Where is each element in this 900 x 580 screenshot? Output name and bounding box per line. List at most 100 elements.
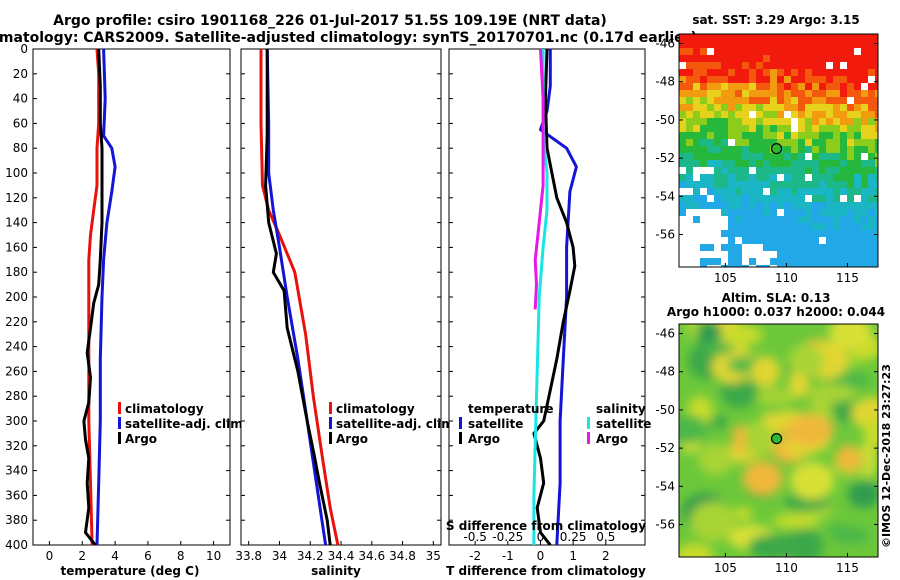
- sst-cell: [679, 132, 686, 139]
- sst-cell: [840, 139, 847, 146]
- sst-cell: [868, 160, 875, 167]
- sst-cell: [763, 69, 770, 76]
- sst-cell: [686, 258, 693, 265]
- sst-cell: [791, 181, 798, 188]
- sst-cell: [777, 34, 784, 41]
- sst-cell: [714, 104, 721, 111]
- sst-cell: [756, 125, 763, 132]
- sst-cell: [840, 237, 847, 244]
- sst-cell: [749, 167, 756, 174]
- sst-cell: [798, 209, 805, 216]
- depth-tick-label: 400: [5, 538, 28, 552]
- sst-cell: [707, 174, 714, 181]
- lon-tick-label: 110: [775, 271, 798, 285]
- sst-cell: [714, 230, 721, 237]
- sst-cell: [805, 139, 812, 146]
- sst-cell: [854, 167, 861, 174]
- sst-cell: [840, 104, 847, 111]
- x-tick-label: 35: [426, 549, 441, 563]
- sst-cell: [791, 202, 798, 209]
- sst-cell: [707, 188, 714, 195]
- sst-cell: [819, 209, 826, 216]
- sst-cell: [700, 104, 707, 111]
- sst-cell: [756, 174, 763, 181]
- sst-cell: [798, 55, 805, 62]
- sst-cell: [854, 202, 861, 209]
- sst-cell: [812, 55, 819, 62]
- sla-field: [679, 324, 878, 557]
- sst-cell: [742, 125, 749, 132]
- sst-cell: [770, 76, 777, 83]
- sst-cell: [819, 111, 826, 118]
- sst-cell: [868, 146, 875, 153]
- sst-cell: [770, 202, 777, 209]
- x-tick-label: -1: [502, 549, 514, 563]
- sst-cell: [693, 34, 700, 41]
- sst-cell: [826, 160, 833, 167]
- sst-cell: [826, 251, 833, 258]
- sst-cell: [826, 167, 833, 174]
- sst-cell: [749, 97, 756, 104]
- sst-cell: [861, 258, 868, 265]
- sst-cell: [875, 62, 878, 69]
- sst-cell: [714, 34, 721, 41]
- sst-cell: [812, 90, 819, 97]
- sst-cell: [756, 181, 763, 188]
- sst-cell: [735, 34, 742, 41]
- legend-climatology: climatology: [125, 402, 204, 416]
- x-tick-label: 34.8: [389, 549, 416, 563]
- sst-cell: [693, 251, 700, 258]
- sst-cell: [847, 125, 854, 132]
- sst-cell: [749, 90, 756, 97]
- sst-cell: [700, 97, 707, 104]
- x-tick-label: 1: [569, 549, 577, 563]
- sst-cell: [819, 34, 826, 41]
- sst-cell: [714, 237, 721, 244]
- sst-cell: [707, 265, 714, 267]
- sst-cell: [700, 125, 707, 132]
- depth-tick-label: 140: [5, 216, 28, 230]
- sst-cell: [707, 223, 714, 230]
- sst-cell: [728, 265, 735, 267]
- sst-cell: [861, 244, 868, 251]
- sst-cell: [798, 48, 805, 55]
- sst-cell: [868, 181, 875, 188]
- sst-cell: [854, 181, 861, 188]
- sst-cell: [686, 97, 693, 104]
- sst-cell: [840, 258, 847, 265]
- sst-cell: [861, 181, 868, 188]
- sst-cell: [693, 118, 700, 125]
- difference-legend-temperature: temperature satellite Argo: [459, 402, 553, 446]
- sst-cell: [770, 41, 777, 48]
- sst-cell: [819, 104, 826, 111]
- sst-cell: [700, 202, 707, 209]
- sst-cell: [847, 90, 854, 97]
- sst-cell: [679, 209, 686, 216]
- sst-cell: [693, 202, 700, 209]
- depth-tick-label: 280: [5, 389, 28, 403]
- sst-cell: [840, 265, 847, 267]
- sst-cell: [707, 48, 714, 55]
- sst-cell: [714, 181, 721, 188]
- sst-cell: [826, 174, 833, 181]
- sst-cell: [714, 62, 721, 69]
- depth-axis: 0 20 40 60 80 100 120 140 160 180 200 220 240 260 280 3…: [5, 42, 28, 552]
- series-line-climatology: [87, 49, 101, 545]
- sst-cell: [854, 104, 861, 111]
- sst-cell: [735, 258, 742, 265]
- sst-cell: [812, 153, 819, 160]
- sst-cell: [756, 223, 763, 230]
- sst-cell: [763, 174, 770, 181]
- sst-cell: [833, 209, 840, 216]
- sst-cell: [875, 132, 878, 139]
- sst-cell: [847, 167, 854, 174]
- sst-cell: [840, 118, 847, 125]
- sst-cell: [735, 181, 742, 188]
- sst-cell: [847, 104, 854, 111]
- sst-cell: [728, 90, 735, 97]
- sst-cell: [819, 83, 826, 90]
- sst-cell: [763, 48, 770, 55]
- sst-cell: [798, 174, 805, 181]
- sst-cell: [770, 209, 777, 216]
- sst-cell: [826, 76, 833, 83]
